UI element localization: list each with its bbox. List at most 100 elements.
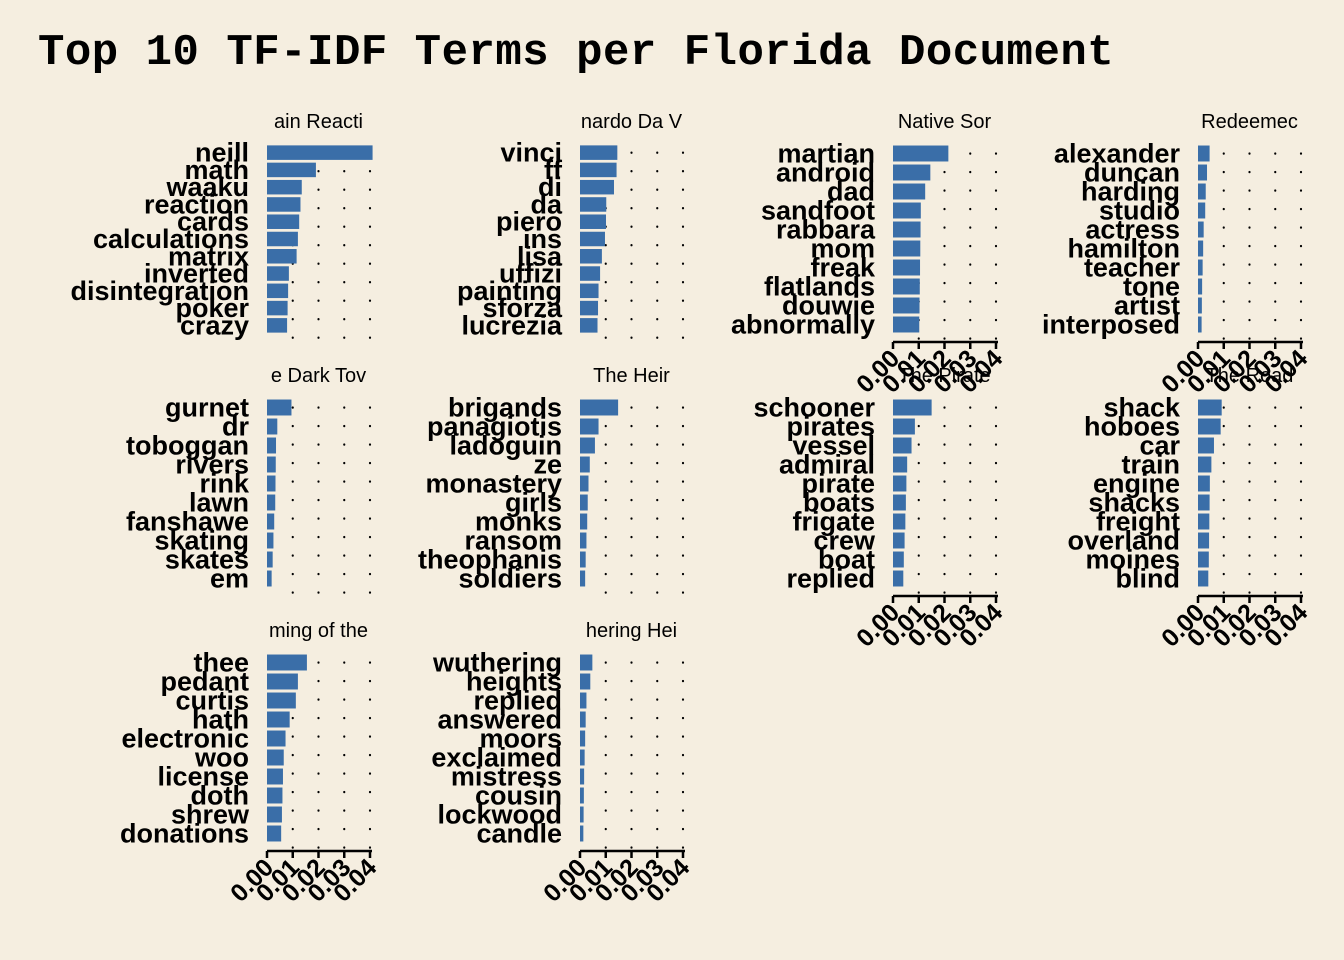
bar (267, 711, 290, 728)
term-label: dr (222, 412, 249, 442)
term-label: lawn (189, 488, 249, 518)
term-label: moines (1085, 545, 1180, 575)
term-label: fanshawe (126, 507, 249, 537)
bar (580, 711, 586, 728)
term-label: heights (466, 667, 562, 697)
term-label: waaku (165, 172, 249, 202)
bar (580, 654, 593, 671)
bar (267, 231, 298, 247)
bar (1198, 259, 1203, 276)
term-label: alexander (1054, 139, 1181, 169)
term-label: crew (813, 526, 876, 556)
bar (1198, 532, 1210, 549)
term-label: da (530, 189, 562, 219)
bar (267, 513, 275, 530)
term-label: artist (1114, 291, 1180, 321)
term-label: shrew (171, 800, 250, 830)
bar (267, 494, 276, 511)
term-label: doth (191, 781, 249, 811)
bar (1198, 202, 1206, 219)
panel: The Pirate schoonerpiratesvesseladmiralpi… (753, 365, 1008, 653)
bar (580, 145, 618, 160)
bar (267, 654, 307, 671)
term-label: duncan (1084, 158, 1180, 188)
panel: ain Reacti neillmathwaakureactioncardscal… (70, 111, 373, 340)
panel-strip-label: hering Hei (586, 620, 677, 642)
term-label: donations (120, 819, 249, 849)
term-label: brigands (448, 393, 562, 423)
bar (580, 570, 586, 587)
bar (1198, 297, 1202, 314)
bar (1198, 456, 1212, 473)
panel: Native Sor martianandroiddadsandfootrabba… (731, 111, 1008, 399)
term-label: panagiotis (427, 412, 562, 442)
bar (267, 787, 283, 804)
term-label: hoboes (1084, 412, 1180, 442)
bar (267, 825, 282, 842)
bar (893, 513, 906, 530)
bar (580, 437, 595, 454)
bar (267, 570, 272, 587)
term-label: ransom (464, 526, 562, 556)
term-label: mom (810, 234, 875, 264)
term-label: cousin (475, 781, 562, 811)
term-label: pirates (786, 412, 875, 442)
bar (580, 475, 589, 492)
bar (580, 266, 601, 281)
term-label: uffizi (499, 259, 562, 289)
term-label: android (776, 158, 875, 188)
term-label: rivers (175, 450, 249, 480)
bar (1198, 551, 1209, 568)
bar (1198, 399, 1222, 416)
bar (267, 197, 301, 212)
bar (267, 399, 292, 416)
bar (893, 437, 912, 454)
term-label: calculations (93, 224, 249, 254)
term-label: shacks (1088, 488, 1180, 518)
panel-strip-label: nardo Da V (581, 111, 683, 133)
bar (267, 692, 296, 709)
bar (580, 162, 617, 178)
panel: Redeemec alexanderduncanhardingstudioactr… (1042, 111, 1313, 399)
bar (893, 551, 904, 568)
bar (580, 787, 584, 804)
term-label: ff (544, 155, 563, 185)
bar (893, 316, 920, 333)
term-label: train (1121, 450, 1180, 480)
term-label: martian (777, 139, 875, 169)
bar (580, 179, 614, 195)
term-label: monks (475, 507, 562, 537)
term-label: admiral (779, 450, 875, 480)
term-label: math (184, 155, 249, 185)
term-label: shack (1103, 393, 1181, 423)
panel-strip-label: The Road (1206, 365, 1294, 387)
bar (893, 456, 908, 473)
bar (267, 318, 288, 333)
term-label: blind (1116, 564, 1180, 594)
term-label: crazy (180, 310, 249, 340)
chart-title: Top 10 TF-IDF Terms per Florida Document (38, 28, 1115, 78)
term-label: matrix (168, 241, 249, 271)
term-label: lockwood (437, 800, 562, 830)
term-label: pedant (160, 667, 249, 697)
term-label: engine (1093, 469, 1180, 499)
term-label: lisa (517, 241, 563, 271)
term-label: cards (177, 207, 249, 237)
term-label: thee (193, 648, 249, 678)
bar (580, 249, 602, 264)
bar (580, 456, 590, 473)
term-label: sandfoot (761, 196, 875, 226)
term-label: tone (1123, 272, 1180, 302)
term-label: monastery (425, 469, 562, 499)
term-label: actress (1085, 215, 1180, 245)
bar (267, 145, 373, 160)
term-label: boats (803, 488, 875, 518)
bar (580, 532, 587, 549)
bar (267, 266, 289, 281)
term-label: gurnet (165, 393, 249, 423)
bar (267, 249, 297, 264)
term-label: em (210, 564, 249, 594)
term-label: disintegration (70, 276, 249, 306)
bar (580, 197, 607, 212)
term-label: rink (199, 469, 250, 499)
